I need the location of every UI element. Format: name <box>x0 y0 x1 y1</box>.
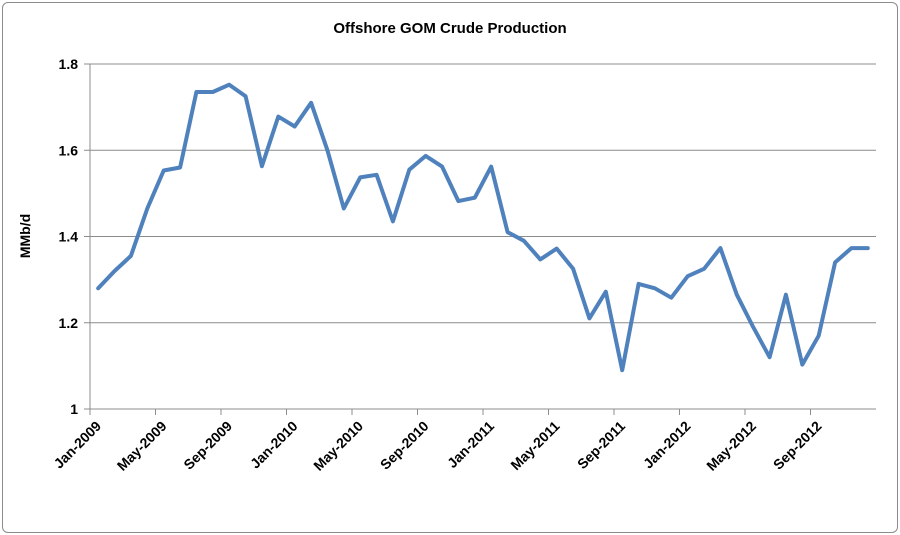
data-point <box>294 126 295 127</box>
x-tick-label: Jan-2012 <box>640 418 694 472</box>
data-point <box>376 174 377 175</box>
x-tick-label: Sep-2009 <box>180 418 235 473</box>
data-point <box>867 248 868 249</box>
data-point <box>409 169 410 170</box>
data-point <box>180 167 181 168</box>
data-point <box>278 116 279 117</box>
data-point <box>442 166 443 167</box>
data-point <box>458 201 459 202</box>
data-point <box>540 259 541 260</box>
data-point <box>229 84 230 85</box>
data-point <box>556 248 557 249</box>
data-point <box>687 276 688 277</box>
data-point <box>196 92 197 93</box>
data-point <box>769 357 770 358</box>
y-tick-label: 1.4 <box>59 229 79 245</box>
data-point <box>327 150 328 151</box>
gridlines <box>90 63 876 324</box>
data-point <box>573 268 574 269</box>
data-point <box>491 166 492 167</box>
data-point <box>704 268 705 269</box>
x-tick-label: Sep-2010 <box>377 418 432 473</box>
data-point <box>523 240 524 241</box>
y-tick-label: 1.2 <box>59 315 79 331</box>
data-point <box>343 208 344 209</box>
data-point <box>311 102 312 103</box>
data-point <box>130 255 131 256</box>
data-point <box>392 221 393 222</box>
x-tick-label: May-2011 <box>507 418 562 473</box>
data-point <box>671 297 672 298</box>
data-point <box>802 364 803 365</box>
data-point <box>654 288 655 289</box>
data-point <box>622 370 623 371</box>
data-point <box>835 262 836 263</box>
data-point <box>507 232 508 233</box>
data-point <box>851 248 852 249</box>
x-tick-label: Jan-2010 <box>247 418 301 472</box>
data-point <box>605 291 606 292</box>
x-tick-label: Jan-2011 <box>444 418 497 471</box>
y-tick-label: 1.8 <box>59 56 79 72</box>
data-point <box>720 248 721 249</box>
data-point <box>360 177 361 178</box>
data-point <box>736 294 737 295</box>
series-line-0 <box>96 82 870 373</box>
data-point <box>245 96 246 97</box>
x-tick-label: May-2009 <box>114 418 170 474</box>
y-axis-label: MMb/d <box>17 214 33 258</box>
data-point <box>163 170 164 171</box>
data-point <box>638 283 639 284</box>
data-point <box>114 271 115 272</box>
data-point <box>753 327 754 328</box>
y-tick-label: 1 <box>70 401 78 417</box>
x-tick-label: Sep-2011 <box>574 418 628 472</box>
y-axis-ticks: 1 1.2 1.4 1.6 1.8 <box>59 56 90 417</box>
x-tick-label: May-2010 <box>310 418 366 474</box>
data-point <box>98 288 99 289</box>
data-point <box>785 294 786 295</box>
data-point <box>425 155 426 156</box>
series-group <box>96 82 870 373</box>
y-tick-label: 1.6 <box>59 142 79 158</box>
x-axis-ticks: Jan-2009 May-2009 Sep-2009 Jan-2010 May-2010… <box>50 409 825 474</box>
x-tick-label: Jan-2009 <box>50 418 104 472</box>
data-point <box>212 92 213 93</box>
x-tick-label: May-2012 <box>703 418 759 474</box>
chart-title: Offshore GOM Crude Production <box>333 20 566 37</box>
data-point <box>818 335 819 336</box>
data-point <box>589 318 590 319</box>
x-tick-label: Sep-2012 <box>770 418 825 473</box>
data-point <box>147 208 148 209</box>
data-point <box>261 166 262 167</box>
data-point <box>474 197 475 198</box>
